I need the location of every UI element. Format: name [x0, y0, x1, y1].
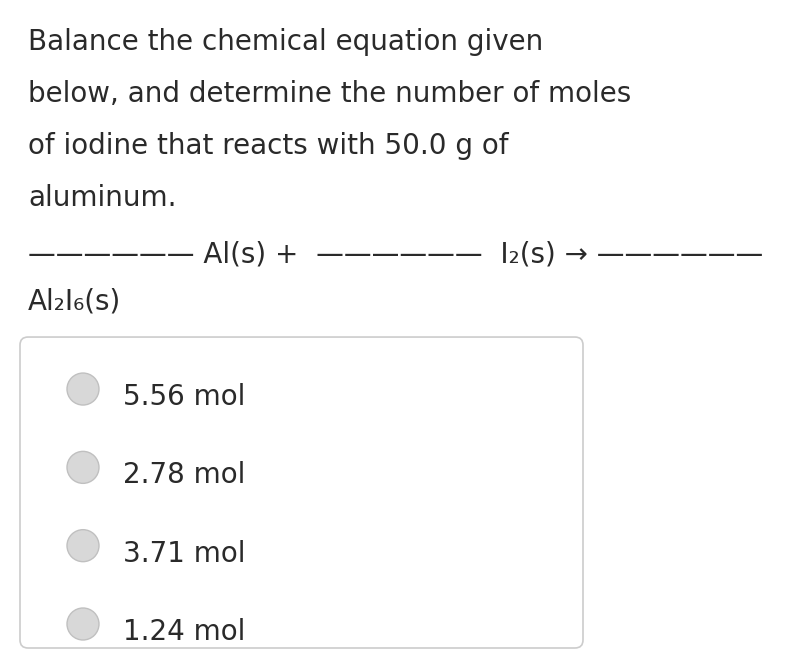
Circle shape — [67, 452, 99, 484]
Text: 3.71 mol: 3.71 mol — [123, 539, 246, 567]
FancyBboxPatch shape — [20, 337, 583, 648]
Circle shape — [67, 373, 99, 405]
Text: —————— Al(s) +  ——————  I₂(s) → ——————: —————— Al(s) + —————— I₂(s) → —————— — [28, 240, 763, 268]
Circle shape — [67, 608, 99, 640]
Text: aluminum.: aluminum. — [28, 184, 177, 212]
Text: Al₂I₆(s): Al₂I₆(s) — [28, 288, 122, 316]
Circle shape — [67, 529, 99, 561]
Text: below, and determine the number of moles: below, and determine the number of moles — [28, 80, 631, 108]
Text: of iodine that reacts with 50.0 g of: of iodine that reacts with 50.0 g of — [28, 132, 509, 160]
Text: 5.56 mol: 5.56 mol — [123, 383, 246, 411]
Text: Balance the chemical equation given: Balance the chemical equation given — [28, 28, 543, 56]
Text: 2.78 mol: 2.78 mol — [123, 462, 246, 490]
Text: 1.24 mol: 1.24 mol — [123, 618, 246, 646]
